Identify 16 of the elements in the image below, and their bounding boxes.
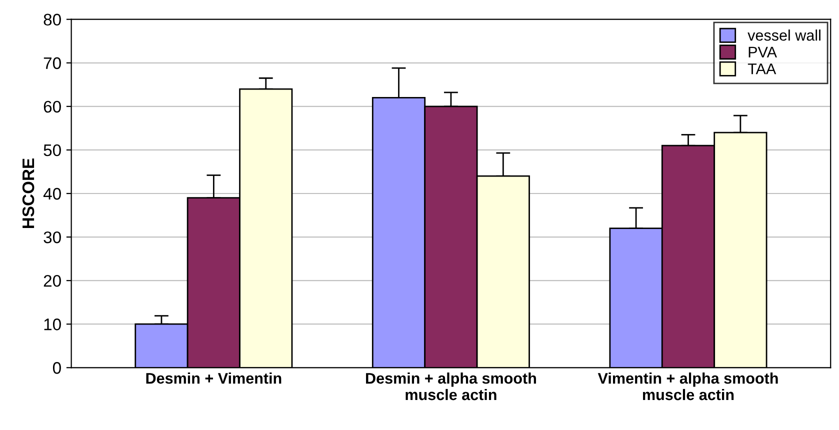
y-tick-label: 50	[44, 144, 61, 156]
x-tick-label: Vimentin + alpha smooth muscle actin	[598, 372, 778, 400]
legend-label: vessel wall	[748, 30, 820, 41]
y-tick-label: 70	[44, 57, 61, 70]
y-tick-label: 10	[44, 318, 61, 330]
y-tick-label: 60	[44, 100, 61, 113]
x-tick-label: Desmin + alpha smooth muscle actin	[366, 372, 536, 400]
y-tick-label: 40	[43, 188, 61, 200]
x-tick-label: Desmin + Vimentin	[146, 372, 282, 384]
legend-label: PVA	[748, 46, 777, 58]
y-tick-label: 30	[44, 231, 61, 244]
legend-label: TAA	[748, 64, 776, 74]
y-tick-label: 20	[44, 274, 61, 287]
y-axis-title: HSCORE	[22, 158, 34, 228]
y-tick-label: 80	[44, 14, 61, 26]
y-tick-label: 0	[52, 362, 61, 374]
